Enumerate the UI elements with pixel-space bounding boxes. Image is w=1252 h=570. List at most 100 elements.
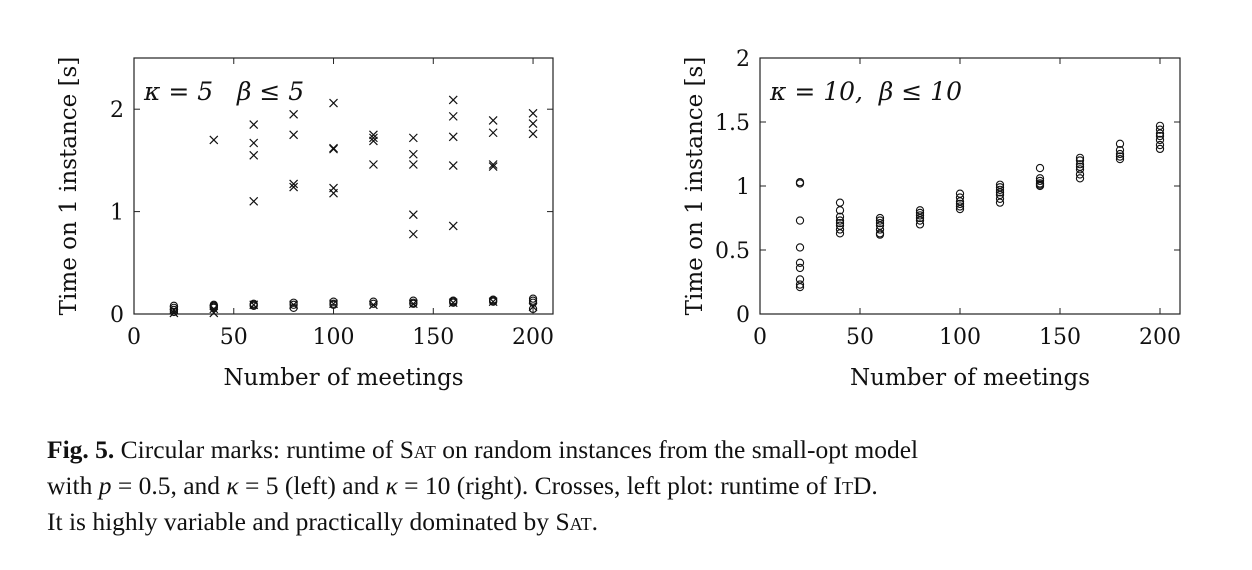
chart-1-xlabel: Number of meetings — [223, 365, 463, 391]
chart-2-point-circle — [1155, 135, 1165, 145]
chart-2-point-circle — [955, 199, 965, 209]
chart-1-point-cross — [448, 298, 458, 308]
chart-1-point-cross — [209, 135, 219, 145]
chart-1-point-cross — [408, 149, 418, 159]
chart-1-point-cross — [408, 229, 418, 239]
chart-2-ytick-label: 0.5 — [715, 239, 750, 264]
chart-1-annotation: κ = 5 β ≤ 5 — [143, 77, 304, 106]
chart-2-point-circle — [1035, 163, 1045, 173]
chart-2-point-circle — [995, 185, 1005, 194]
chart-2-point-circle — [1075, 174, 1085, 183]
chart-1-point-cross — [169, 308, 179, 318]
chart-1-ylabel: Time on 1 instance [s] — [56, 57, 82, 316]
chart-1-point-cross — [488, 116, 498, 125]
chart-1-point-cross — [329, 299, 338, 309]
chart-1-point-cross — [448, 221, 458, 231]
chart-1-point-cross — [289, 109, 299, 119]
chart-2-point-circle — [1075, 153, 1085, 162]
chart-1-point-circle — [289, 300, 298, 309]
caption-text-2d: = 10 (right). Crosses, left plot: runtim… — [397, 471, 834, 500]
chart-1-point-cross — [249, 300, 259, 310]
caption-text-1b: on random instances from the small-opt m… — [435, 435, 919, 464]
chart-2-point-circle — [1035, 181, 1045, 191]
caption-kappa-2: κ — [385, 471, 398, 500]
chart-1-point-cross — [249, 150, 259, 160]
chart-2-point-circle — [795, 258, 805, 267]
chart-2-point-circle — [875, 216, 885, 225]
chart-1-point-cross — [169, 305, 179, 315]
chart-1-point-cross — [488, 162, 498, 171]
chart-2-point-circle — [915, 220, 925, 229]
chart-1-point-cross — [369, 300, 378, 310]
chart-1-point-cross — [329, 143, 338, 153]
chart-2-point-circle — [795, 179, 805, 188]
chart-2-point-circle — [1075, 156, 1085, 165]
chart-2-ylabel: Time on 1 instance [s] — [682, 57, 708, 316]
chart-2-point-circle — [835, 218, 845, 228]
chart-2-point-circle — [1115, 146, 1125, 155]
chart-1-point-circle — [249, 301, 258, 310]
chart-1-point-circle — [409, 299, 418, 308]
chart-2-ytick-label: 0 — [736, 303, 750, 328]
chart-2-point-circle — [915, 216, 925, 225]
chart-2-point-circle — [795, 216, 805, 225]
chart-1-point-cross — [528, 119, 538, 128]
chart-1-point-cross — [488, 297, 498, 307]
chart-2-annotation: κ = 10, β ≤ 10 — [769, 77, 962, 106]
chart-2-point-circle — [1155, 144, 1165, 154]
chart-2-point-circle — [835, 212, 845, 221]
chart-1-xtick-label: 100 — [313, 325, 355, 350]
caption-sat-2: Sat — [555, 507, 592, 536]
chart-1-point-cross — [528, 129, 538, 139]
chart-1-point-cross — [289, 300, 299, 310]
chart-2-ytick-label: 1 — [736, 175, 750, 200]
chart-2-point-circle — [835, 225, 845, 234]
chart-2-point-circle — [1155, 131, 1165, 141]
caption-text-2a: with — [47, 471, 99, 500]
chart-2-point-circle — [1155, 129, 1165, 138]
chart-1-point-circle — [488, 297, 498, 306]
chart-1-xtick-label: 200 — [512, 325, 554, 350]
chart-2-xtick-label: 200 — [1139, 325, 1181, 350]
caption-text-3a: It is highly variable and practically do… — [47, 507, 556, 536]
chart-2-point-circle — [955, 193, 965, 202]
chart-1-point-cross — [209, 304, 219, 314]
chart-1-xtick-label: 0 — [127, 325, 141, 350]
chart-1-point-cross — [528, 302, 538, 312]
chart-2-point-circle — [1115, 152, 1125, 161]
chart-2-point-circle — [835, 229, 845, 238]
chart-1-point-cross — [488, 160, 498, 169]
chart-2-point-circle — [795, 280, 805, 289]
chart-2-point-circle — [835, 206, 845, 215]
chart-2-point-circle — [955, 204, 965, 214]
chart-2-point-circle — [835, 216, 845, 225]
chart-1-point-cross — [369, 160, 378, 169]
chart-2-point-circle — [795, 263, 805, 273]
chart-2-point-circle — [1075, 170, 1085, 179]
caption-text-1: Circular marks: runtime of — [120, 435, 400, 464]
chart-2-point-circle — [1155, 125, 1165, 134]
chart-2-point-circle — [955, 202, 965, 211]
chart-1-ytick-label: 2 — [110, 98, 124, 123]
chart-1-point-circle — [528, 304, 538, 314]
chart-1-point-cross — [289, 182, 299, 192]
chart-2-xtick-label: 100 — [939, 325, 981, 350]
chart-1-ytick-label: 1 — [110, 201, 124, 226]
chart-2-point-circle — [915, 213, 925, 223]
chart-1-point-cross — [448, 161, 458, 170]
chart-1-point-cross — [249, 138, 259, 148]
chart-2-point-circle — [1115, 139, 1125, 148]
chart-1-point-circle — [209, 303, 218, 313]
chart-2-ytick-label: 1.5 — [715, 111, 750, 136]
chart-2-point-circle — [795, 282, 805, 292]
chart-2-point-circle — [875, 218, 885, 228]
chart-1-point-cross — [289, 179, 299, 189]
chart-1-point-cross — [408, 160, 418, 169]
chart-2-point-circle — [1075, 160, 1085, 169]
chart-2-point-circle — [995, 194, 1005, 203]
chart-1-point-circle — [449, 298, 458, 307]
chart-1-ytick-label: 0 — [110, 303, 124, 328]
chart-1-point-circle — [169, 307, 179, 317]
chart-2-xlabel: Number of meetings — [850, 365, 1090, 391]
